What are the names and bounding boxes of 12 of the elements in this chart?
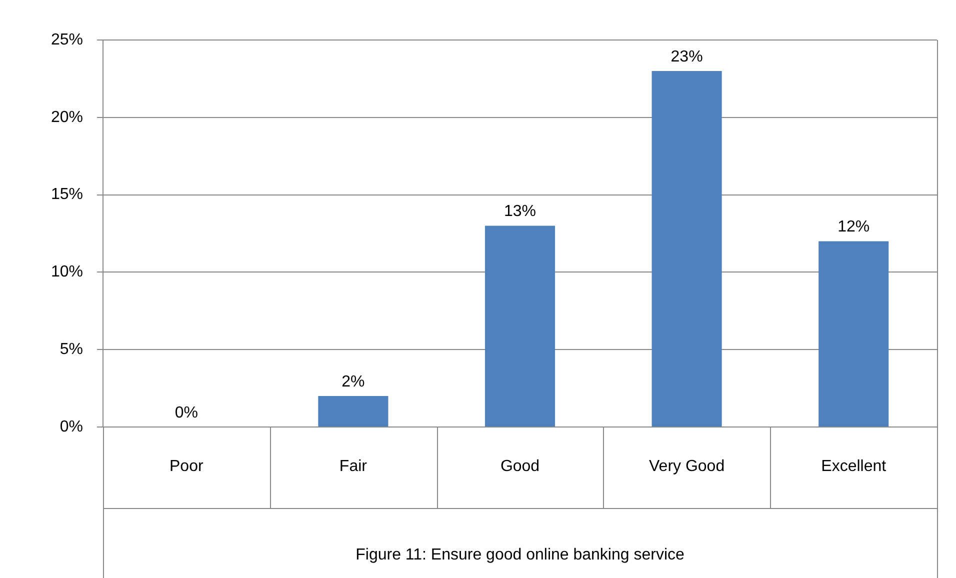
y-tick-label: 15% [50, 186, 83, 204]
y-tick-label: 5% [60, 341, 83, 358]
data-label: 13% [504, 203, 536, 220]
data-label: 0% [174, 404, 198, 422]
data-label: 12% [838, 218, 870, 236]
caption: Figure 11: Ensure good online banking service [356, 546, 684, 564]
data-label: 2% [342, 373, 365, 390]
data-label: 23% [670, 48, 703, 66]
y-tick-label: 10% [50, 264, 83, 281]
y-tick-label: 25% [50, 31, 83, 48]
y-tick-label: 0% [60, 418, 83, 436]
y-tick-label: 20% [50, 108, 83, 126]
